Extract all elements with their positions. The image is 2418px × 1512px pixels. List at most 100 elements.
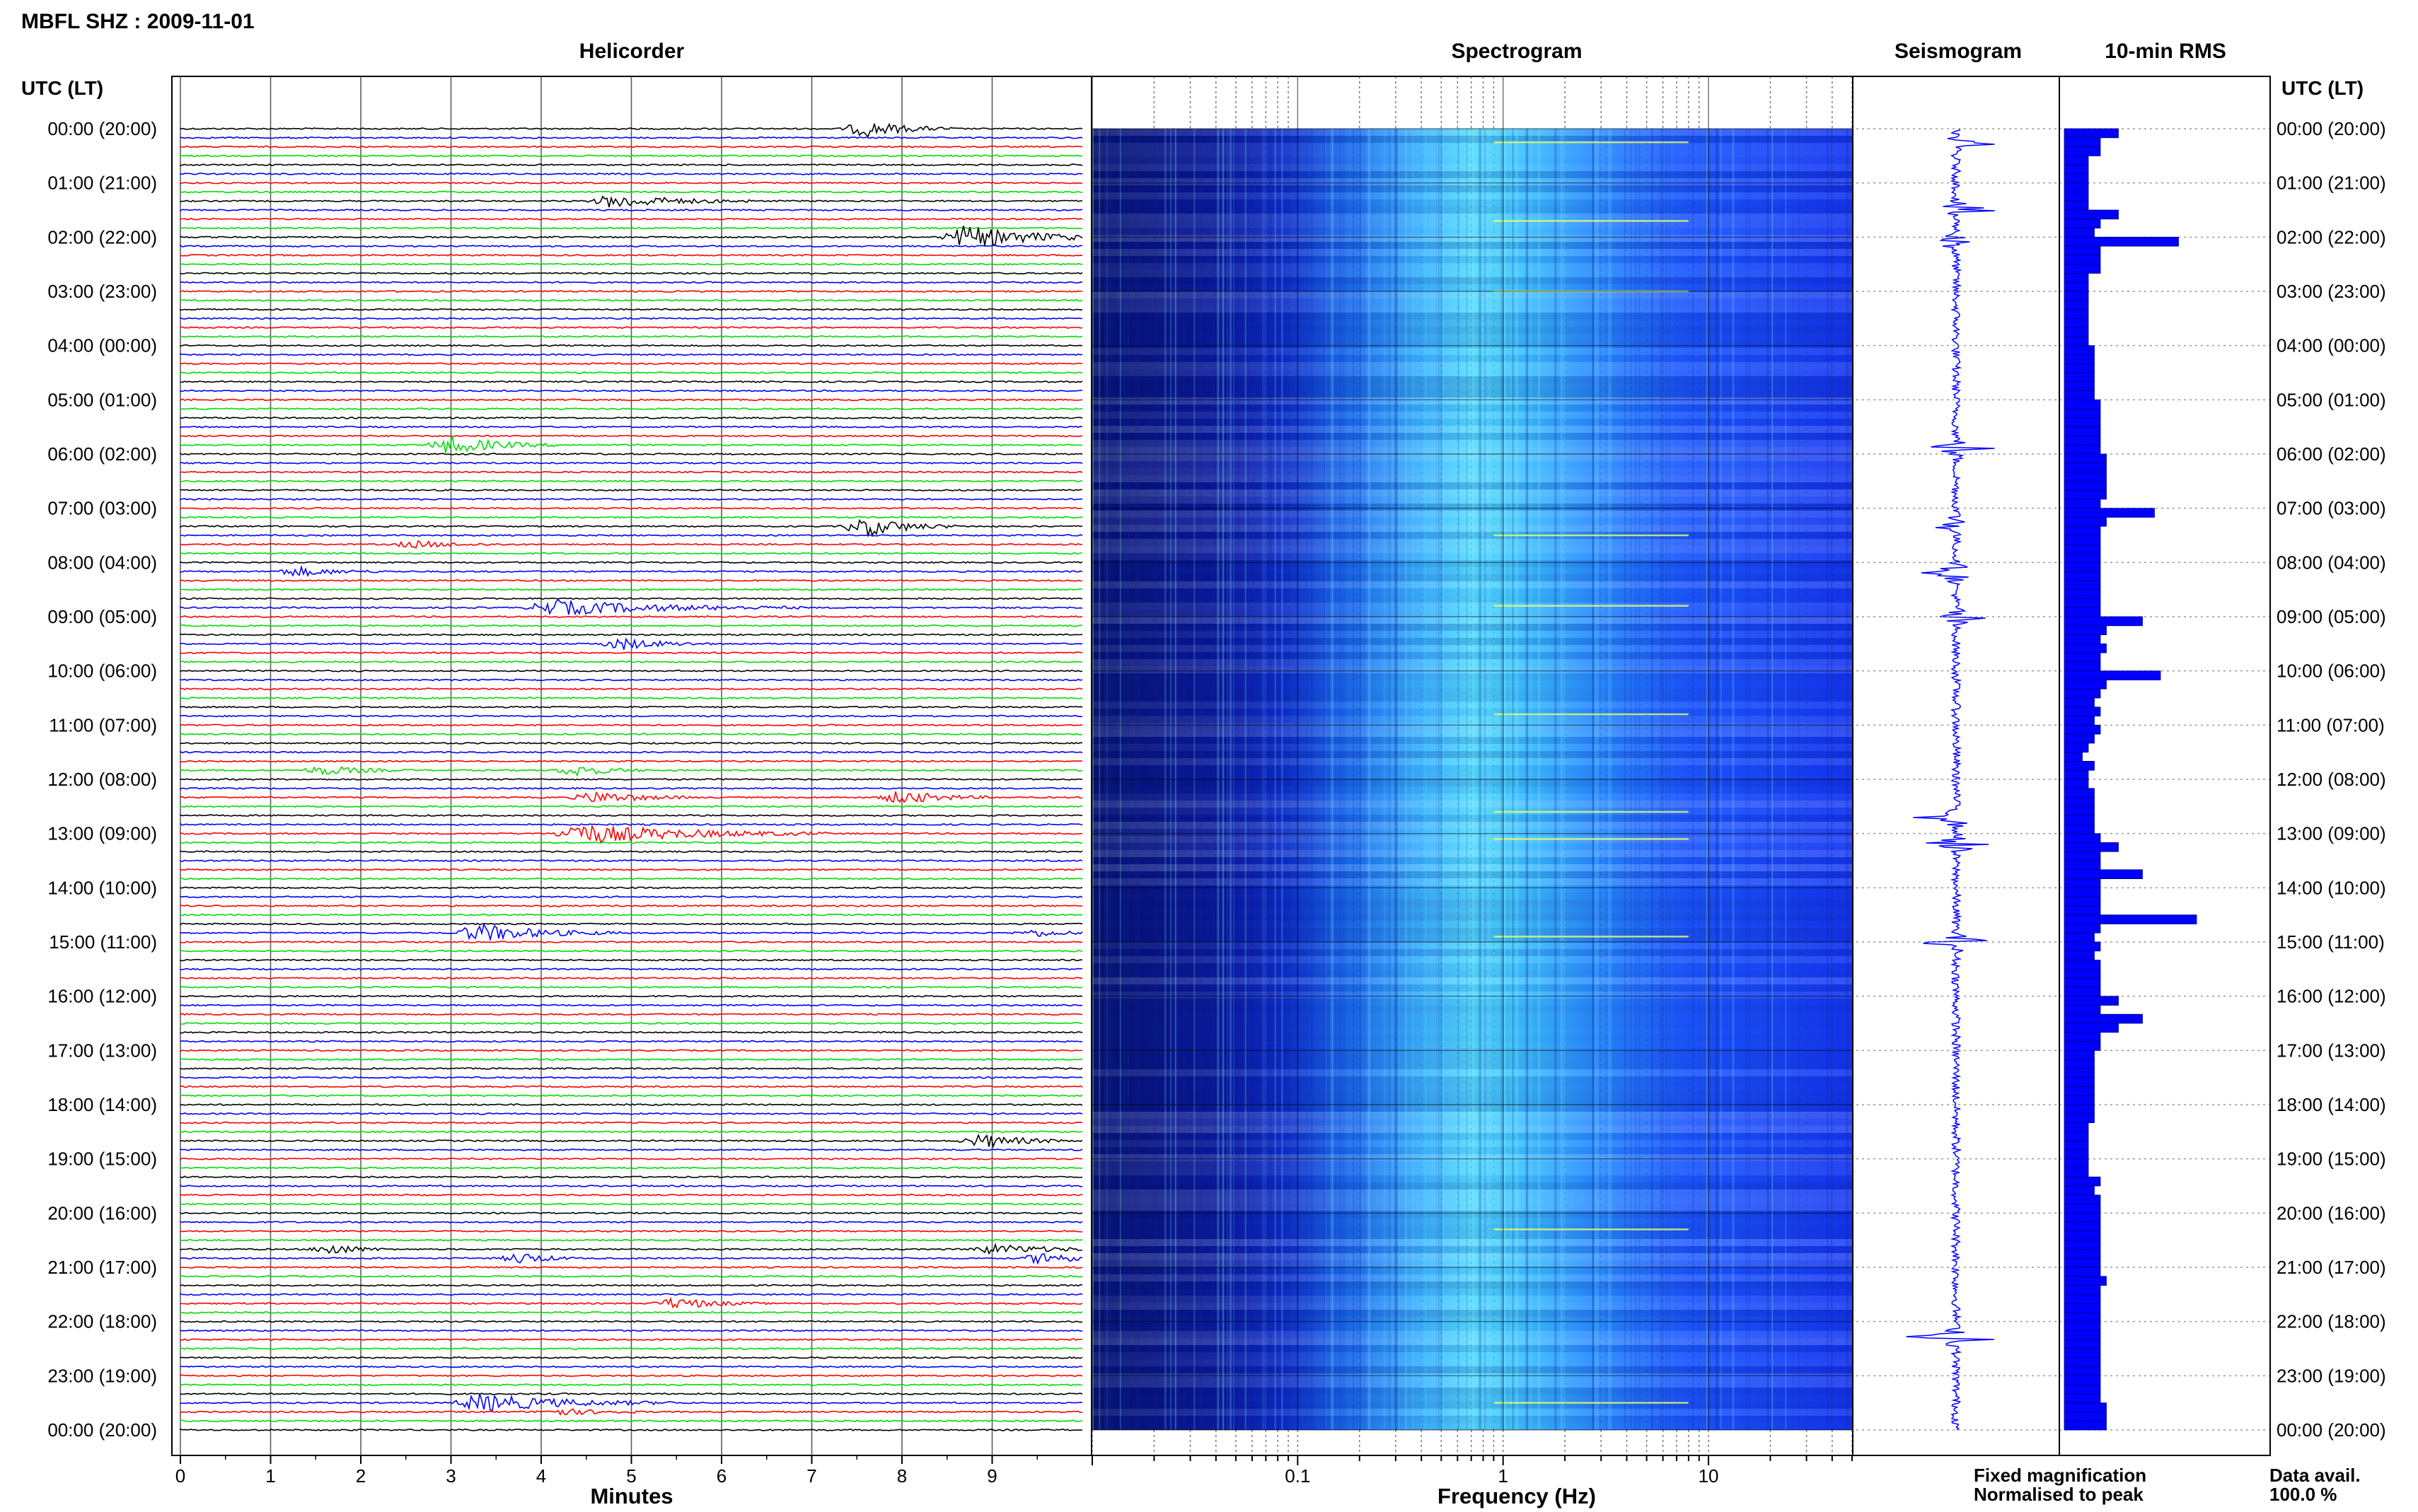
spectrogram-row (1092, 991, 1852, 999)
spectrogram-row (1092, 532, 1852, 539)
spectrogram-row (1092, 1267, 1852, 1274)
rms-bar (2064, 968, 2101, 979)
spectrogram-row (1092, 885, 1852, 892)
x-tick-label: 6 (717, 1465, 727, 1487)
helicorder-line (180, 1419, 1083, 1423)
helicorder-line (180, 1428, 1083, 1431)
spectrogram-row (1092, 1246, 1852, 1253)
hour-label: 20:00 (16:00) (2277, 1202, 2386, 1223)
helicorder-line (180, 561, 1083, 564)
spectrogram-row (1092, 1331, 1852, 1338)
rms-bar (2064, 697, 2095, 708)
hour-label: 00:00 (20:00) (47, 1419, 157, 1441)
spectrogram-row (1092, 1175, 1852, 1182)
rms-bar (2064, 806, 2095, 816)
helicorder-line (180, 181, 1083, 185)
rms-bar (2064, 1384, 2101, 1395)
helicorder-line (180, 272, 1083, 275)
helicorder-line (180, 1166, 1083, 1170)
rms-bar (2064, 643, 2107, 653)
helicorder-line (180, 1130, 1083, 1134)
spectrogram-row (1092, 1366, 1852, 1373)
hour-label: 17:00 (13:00) (2277, 1040, 2386, 1061)
helicorder-line (180, 994, 1083, 998)
rms-bar (2064, 1221, 2101, 1232)
spectrogram-row (1092, 843, 1852, 850)
rms-bar (2064, 1122, 2089, 1132)
helicorder-line (180, 824, 1083, 844)
rms-bar (2064, 354, 2095, 364)
rms-bar (2064, 480, 2107, 491)
rms-bar (2064, 1049, 2095, 1060)
spectrogram-row (1092, 291, 1852, 298)
rms-bar (2064, 716, 2095, 726)
hour-label: 02:00 (22:00) (47, 226, 157, 248)
helicorder-minute-gridlines (180, 76, 993, 1455)
rms-bar (2064, 191, 2089, 202)
helicorder-line (180, 1296, 1083, 1309)
spectrogram-row (1092, 242, 1852, 249)
rms-bar (2064, 1086, 2095, 1096)
spectrogram-row (1092, 369, 1852, 376)
hour-label: 11:00 (07:00) (49, 714, 157, 735)
helicorder-line (180, 977, 1083, 979)
spectrogram-row (1092, 694, 1852, 702)
helicorder-line (180, 1229, 1083, 1233)
rms-bar (2064, 209, 2119, 220)
helicorder-line (180, 1103, 1083, 1106)
helicorder-line (180, 1356, 1083, 1359)
rms-bar (2064, 1140, 2089, 1151)
spectrogram-row (1092, 892, 1852, 900)
helicorder-line (180, 226, 1083, 230)
rms-bar (2064, 996, 2119, 1006)
helicorder-traces (180, 122, 1083, 1431)
spectrogram-row (1092, 433, 1852, 440)
spectrogram-row (1092, 581, 1852, 588)
helicorder-line (180, 949, 1083, 953)
helicorder-line (180, 1148, 1083, 1151)
spectrogram-row (1092, 921, 1852, 928)
hour-label: 00:00 (20:00) (2277, 118, 2386, 139)
rms-bar (2064, 1240, 2101, 1250)
helicorder-line (180, 290, 1083, 293)
spectrogram-row (1092, 999, 1852, 1006)
helicorder-line (180, 877, 1083, 880)
spectrogram-row (1092, 284, 1852, 291)
helicorder-line (180, 1121, 1083, 1124)
helicorder-line (180, 452, 1083, 455)
spectrogram-row (1092, 143, 1852, 150)
rms-bar (2064, 525, 2101, 536)
helicorder-line (180, 540, 1082, 549)
hour-label: 10:00 (06:00) (2277, 661, 2386, 682)
helicorder-line (180, 253, 1083, 257)
helicorder-line (180, 714, 1083, 718)
helicorder-line (180, 814, 1083, 818)
rms-bar (2064, 173, 2089, 184)
helicorder-line (180, 552, 1082, 555)
rms-bar (2064, 761, 2095, 771)
spectrogram-row (1092, 249, 1852, 256)
spectrogram-row (1092, 857, 1852, 864)
rms-bar (2064, 860, 2101, 871)
rms-bar (2064, 426, 2101, 436)
spectrogram-row (1092, 511, 1852, 518)
rms-bar (2064, 1032, 2101, 1042)
rms-bar (2064, 327, 2089, 337)
spectrogram-row (1092, 1105, 1852, 1112)
helicorder-line (180, 651, 1083, 655)
hour-label: 12:00 (08:00) (2277, 769, 2386, 790)
spectrogram-row (1092, 1083, 1852, 1091)
helicorder-line (180, 1253, 1083, 1265)
rms-bar (2064, 1104, 2095, 1115)
spectrogram-row (1092, 779, 1852, 786)
spectrogram-row (1092, 440, 1852, 447)
spectrogram-row (1092, 737, 1852, 744)
helicorder-line (180, 868, 1083, 871)
spectrogram-row (1092, 956, 1852, 963)
rms-bar (2064, 598, 2101, 608)
rms-bar (2064, 779, 2089, 789)
helicorder-line (180, 1133, 1083, 1148)
rms-bar (2064, 1158, 2089, 1168)
rms-bar (2064, 155, 2089, 165)
rms-bar (2064, 245, 2101, 256)
